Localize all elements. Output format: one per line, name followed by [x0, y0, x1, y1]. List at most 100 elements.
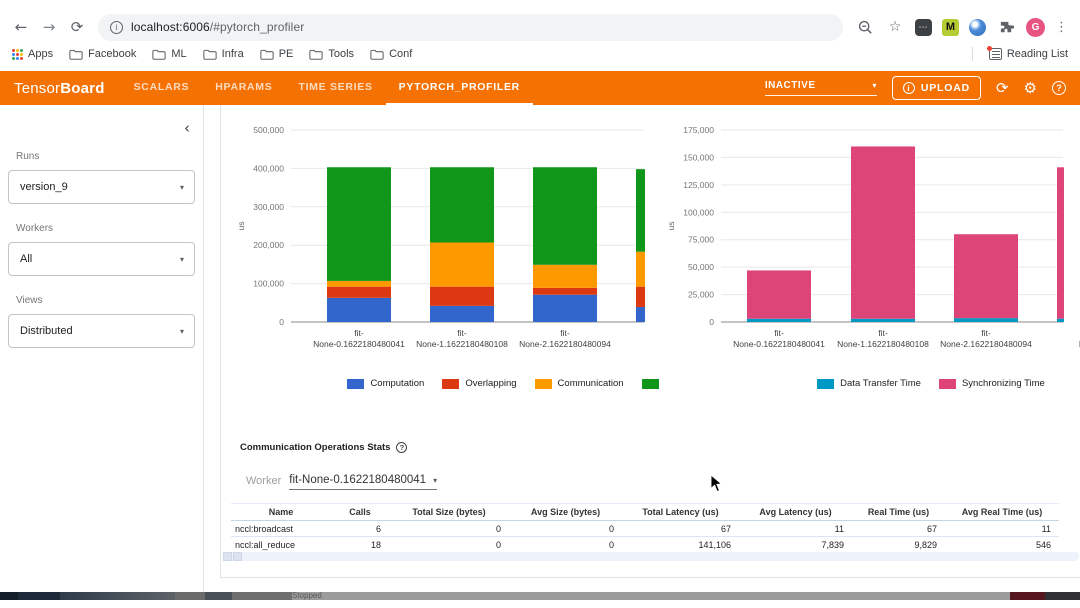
svg-text:75,000: 75,000 — [688, 235, 714, 245]
svg-text:0: 0 — [279, 317, 284, 327]
tab-hparams[interactable]: HPARAMS — [202, 71, 285, 105]
table-row: nccl:all_reduce1800141,1067,8399,829546 — [231, 537, 1059, 553]
apps-bookmark[interactable]: Apps — [12, 48, 53, 60]
svg-text:200,000: 200,000 — [253, 240, 284, 250]
help-button[interactable]: ? — [1052, 81, 1066, 95]
header-controls: INACTIVE ▾ i UPLOAD ⟳ ⚙ ? — [765, 71, 1080, 105]
bookmark-folder-icon — [370, 49, 384, 60]
scroll-left-button[interactable] — [223, 552, 232, 561]
runs-select[interactable]: version_9▾ — [8, 170, 195, 204]
legend-item: Overlapping — [442, 378, 516, 389]
sidebar-collapse-chevron[interactable]: ‹ — [184, 119, 190, 137]
legend-label: Data Transfer Time — [840, 378, 921, 389]
bookmark-item[interactable]: ML — [152, 48, 186, 60]
help-question-icon[interactable]: ? — [396, 442, 407, 453]
stopped-label: Stopped — [292, 591, 322, 600]
table-column-header: Calls — [331, 504, 389, 521]
tensorboard-logo: TensorBoard — [0, 71, 121, 105]
svg-text:500,000: 500,000 — [253, 125, 284, 135]
back-button[interactable]: ← — [8, 14, 34, 40]
horizontal-scrollbar[interactable] — [223, 552, 1079, 561]
table-cell-value: 0 — [509, 521, 622, 537]
svg-text:100,000: 100,000 — [683, 207, 714, 217]
svg-text:None-1.1622180480108: None-1.1622180480108 — [416, 339, 508, 349]
svg-text:us: us — [666, 222, 676, 231]
divider — [972, 47, 973, 61]
svg-text:150,000: 150,000 — [683, 152, 714, 162]
mouse-cursor — [710, 474, 723, 493]
url-text: localhost:6006/#pytorch_profiler — [131, 20, 304, 34]
forward-button[interactable]: → — [36, 14, 62, 40]
table-column-header: Name — [231, 504, 331, 521]
legend-item: Computation — [347, 378, 424, 389]
site-info-icon[interactable]: i — [110, 21, 123, 34]
bookmark-label: Tools — [328, 48, 354, 60]
table-column-header: Real Time (us) — [852, 504, 945, 521]
zoom-icon[interactable] — [855, 17, 875, 37]
table-row: nccl:broadcast60067116711 — [231, 521, 1059, 537]
bookmark-folder-icon — [152, 49, 166, 60]
table-cell-value: 11 — [739, 521, 852, 537]
views-value: Distributed — [20, 325, 73, 337]
table-cell-value: 546 — [945, 537, 1059, 553]
comm-ops-table: NameCallsTotal Size (bytes)Avg Size (byt… — [231, 503, 1059, 553]
chevron-down-icon: ▾ — [180, 327, 184, 336]
bookmark-folder-icon — [309, 49, 323, 60]
status-dropdown[interactable]: INACTIVE ▾ — [765, 80, 877, 96]
views-select[interactable]: Distributed ▾ — [8, 314, 195, 348]
stats-title: Communication Operations Stats — [240, 442, 390, 453]
profiler-card: 0100,000200,000300,000400,000500,000usfi… — [220, 105, 1080, 578]
tab-pytorch-profiler[interactable]: PYTORCH_PROFILER — [386, 71, 533, 105]
svg-text:None-2.1622180480094: None-2.1622180480094 — [940, 339, 1032, 349]
reading-list[interactable]: Reading List — [989, 48, 1068, 60]
browser-menu-icon[interactable]: ⋮ — [1055, 20, 1068, 35]
sidebar-section-label: Workers — [16, 223, 195, 234]
table-column-header: Avg Latency (us) — [739, 504, 852, 521]
upload-label: UPLOAD — [921, 82, 970, 94]
profile-avatar[interactable]: G — [1026, 18, 1045, 37]
legend-item — [642, 379, 665, 389]
svg-text:fit-: fit- — [774, 328, 784, 338]
table-cell-value: 0 — [509, 537, 622, 553]
table-cell-value: 11 — [945, 521, 1059, 537]
reading-list-icon — [989, 48, 1002, 60]
bookmark-item[interactable]: Infra — [203, 48, 244, 60]
browser-toolbar: ← → ⟳ i localhost:6006/#pytorch_profiler… — [0, 0, 1080, 44]
bookmark-label: PE — [279, 48, 294, 60]
bookmark-item[interactable]: Conf — [370, 48, 412, 60]
puzzle-extension-icon[interactable] — [996, 17, 1016, 37]
sidebar-section-label: Views — [16, 295, 195, 306]
table-cell-value: 141,106 — [622, 537, 739, 553]
settings-gear-icon[interactable]: ⚙ — [1024, 79, 1037, 97]
refresh-button[interactable]: ⟳ — [996, 79, 1009, 97]
table-cell-name: nccl:all_reduce — [231, 537, 331, 553]
url-bar[interactable]: i localhost:6006/#pytorch_profiler — [98, 14, 843, 41]
bookmark-folder-icon — [203, 49, 217, 60]
blue-extension-icon[interactable] — [969, 19, 986, 36]
tab-time-series[interactable]: TIME SERIES — [285, 71, 385, 105]
tensorboard-header: TensorBoard SCALARSHPARAMSTIME SERIESPYT… — [0, 71, 1080, 105]
worker-label: Worker — [246, 475, 281, 490]
legend-swatch-icon — [939, 379, 956, 389]
bookmark-item[interactable]: Tools — [309, 48, 354, 60]
table-cell-value: 18 — [331, 537, 389, 553]
upload-button[interactable]: i UPLOAD — [892, 76, 981, 100]
table-cell-value: 0 — [389, 537, 509, 553]
scroll-right-button[interactable] — [233, 552, 242, 561]
svg-text:fit-: fit- — [354, 328, 364, 338]
table-column-header: Total Size (bytes) — [389, 504, 509, 521]
page: ← → ⟳ i localhost:6006/#pytorch_profiler… — [0, 0, 1080, 608]
bookmark-item[interactable]: PE — [260, 48, 294, 60]
svg-text:fit-: fit- — [878, 328, 888, 338]
table-cell-name: nccl:broadcast — [231, 521, 331, 537]
legend-item: Data Transfer Time — [817, 378, 921, 389]
tab-scalars[interactable]: SCALARS — [121, 71, 203, 105]
worker-select[interactable]: fit-None-0.1622180480041 ▾ — [289, 474, 437, 490]
m-extension-icon[interactable]: M — [942, 19, 959, 36]
extensions-ellipsis-icon[interactable]: ⋯ — [915, 19, 932, 36]
svg-text:None-0.1622180480041: None-0.1622180480041 — [733, 339, 825, 349]
bookmark-star-icon[interactable]: ☆ — [885, 17, 905, 37]
bookmark-item[interactable]: Facebook — [69, 48, 136, 60]
reload-button[interactable]: ⟳ — [64, 14, 90, 40]
workers-select[interactable]: All▾ — [8, 242, 195, 276]
